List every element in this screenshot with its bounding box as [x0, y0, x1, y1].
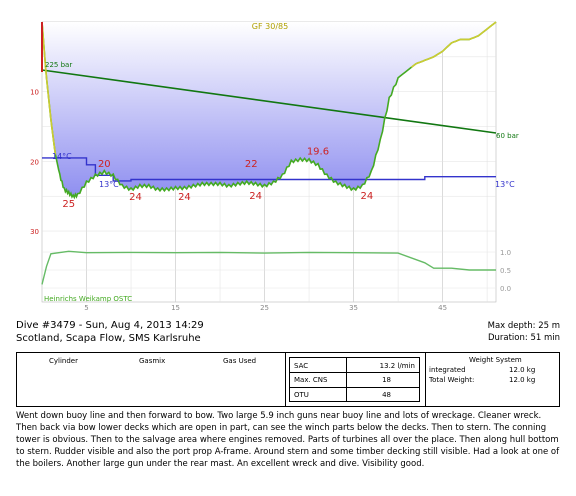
- oxygen-tick-label: 0.0: [500, 285, 511, 293]
- depth-labels: 25 20 24 24 24 22 19.6 24: [62, 146, 373, 210]
- depth-tick-label: 10: [30, 89, 39, 97]
- weight-total-label: Total Weight:: [429, 376, 475, 384]
- cns-label: Max. CNS: [294, 376, 328, 384]
- pressure-end-label: 60 bar: [496, 132, 519, 140]
- max-depth: Max depth: 25 m: [487, 321, 560, 331]
- depth-point-label: 20: [98, 159, 111, 170]
- dive-location: Scotland, Scapa Flow, SMS Karlsruhe: [16, 333, 201, 344]
- oxygen-line: [41, 250, 496, 285]
- cylinder-header: Cylinder: [49, 357, 78, 365]
- x-tick-label: 15: [171, 304, 180, 310]
- device-footer-label: Heinrichs Weikamp OSTC: [44, 295, 132, 303]
- depth-tick-label: 30: [30, 228, 39, 236]
- x-tick-label: 25: [260, 304, 269, 310]
- oxygen-tick-label: 0.5: [500, 267, 511, 275]
- x-axis-ticks: 5 15 25 35 45: [84, 304, 447, 310]
- weight-total-value: 12.0 kg: [509, 376, 536, 384]
- depth-point-label: 22: [245, 159, 258, 170]
- depth-axis-ticks: 10 20 30: [30, 89, 39, 236]
- tank-pressure-line: [41, 69, 497, 134]
- ascent-rate-line: [41, 21, 497, 155]
- stats-table: SAC 13.2 l/min Max. CNS 18 OTU 48: [289, 357, 420, 402]
- weight-system-title: Weight System: [469, 356, 522, 364]
- oxygen-axis-ticks: 1.0 0.5 0.0: [500, 249, 511, 293]
- divider: [285, 353, 286, 406]
- depth-point-label: 19.6: [307, 146, 329, 157]
- x-tick-label: 45: [438, 304, 447, 310]
- chart-title: GF 30/85: [252, 22, 288, 31]
- depth-point-label: 24: [361, 191, 374, 202]
- temp-start-label: 14°C: [52, 152, 72, 161]
- weight-integrated-label: integrated: [429, 366, 466, 374]
- dive-notes: Went down buoy line and then forward to …: [16, 411, 560, 469]
- cns-value: 18: [382, 376, 391, 384]
- oxygen-tick-label: 1.0: [500, 249, 511, 257]
- dive-summary-panel: Cylinder Gasmix Gas Used SAC 13.2 l/min …: [16, 352, 560, 407]
- sac-value: 13.2 l/min: [379, 362, 415, 370]
- temperature-line: [42, 157, 496, 182]
- pressure-start-label: 225 bar: [45, 61, 72, 69]
- x-tick-label: 5: [84, 304, 88, 310]
- depth-point-label: 24: [178, 192, 191, 203]
- depth-tick-label: 20: [30, 158, 39, 166]
- gasused-header: Gas Used: [223, 357, 257, 365]
- dive-profile-chart: 5 15 25 35 45 10 20 30 1.0 0.5 0.0 25 20 24 24 24 22 1…: [30, 21, 519, 310]
- otu-value: 48: [382, 391, 391, 399]
- x-tick-label: 35: [349, 304, 358, 310]
- divider: [425, 353, 426, 406]
- weight-integrated-value: 12.0 kg: [509, 366, 536, 374]
- duration: Duration: 51 min: [487, 333, 560, 343]
- otu-label: OTU: [294, 391, 309, 399]
- depth-point-label: 24: [249, 191, 262, 202]
- depth-point-label: 24: [129, 192, 142, 203]
- temp-mid-label: 13°C: [99, 180, 119, 189]
- depth-point-label: 25: [62, 199, 75, 210]
- depth-area: [42, 22, 496, 198]
- temp-end-label: 13°C: [495, 180, 515, 189]
- gasmix-header: Gasmix: [139, 357, 166, 365]
- sac-label: SAC: [294, 362, 309, 370]
- dive-title: Dive #3479 - Sun, Aug 4, 2013 14:29: [16, 320, 204, 331]
